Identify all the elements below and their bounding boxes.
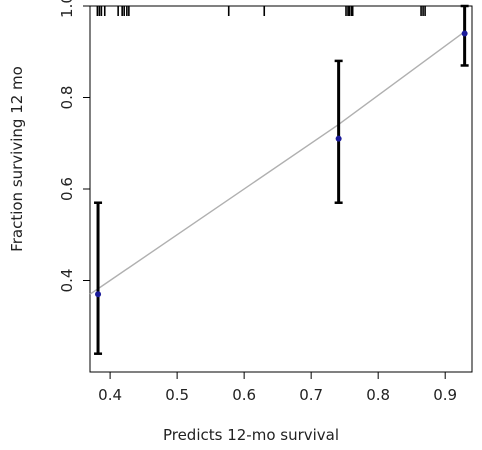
y-tick-label: 0.6 <box>58 177 76 201</box>
plot-box <box>89 5 473 373</box>
x-tick-label: 0.4 <box>98 386 122 404</box>
data-point <box>95 291 102 298</box>
y-tick-label: 1.0 <box>58 0 76 18</box>
ideal-line <box>89 30 466 295</box>
x-axis-ticks: 0.4 0.5 0.6 0.7 0.8 0.9 <box>98 372 457 404</box>
rug-marks <box>96 6 426 16</box>
y-tick-label: 0.4 <box>58 269 76 293</box>
x-tick-label: 0.8 <box>366 386 390 404</box>
data-point <box>461 30 468 37</box>
x-tick-label: 0.7 <box>299 386 323 404</box>
ideal-line-layer <box>89 30 466 295</box>
x-tick-label: 0.5 <box>165 386 189 404</box>
data-points <box>95 30 468 298</box>
data-point <box>335 135 342 142</box>
y-tick-label: 0.8 <box>58 86 76 110</box>
x-tick-label: 0.9 <box>433 386 457 404</box>
x-tick-label: 0.6 <box>232 386 256 404</box>
plot-frame <box>89 5 473 373</box>
y-axis-ticks: 0.4 0.6 0.8 1.0 <box>58 0 90 292</box>
error-bars <box>94 4 469 355</box>
y-axis-title: Fraction surviving 12 mo <box>8 66 26 252</box>
x-axis-title: Predicts 12-mo survival <box>163 426 339 444</box>
